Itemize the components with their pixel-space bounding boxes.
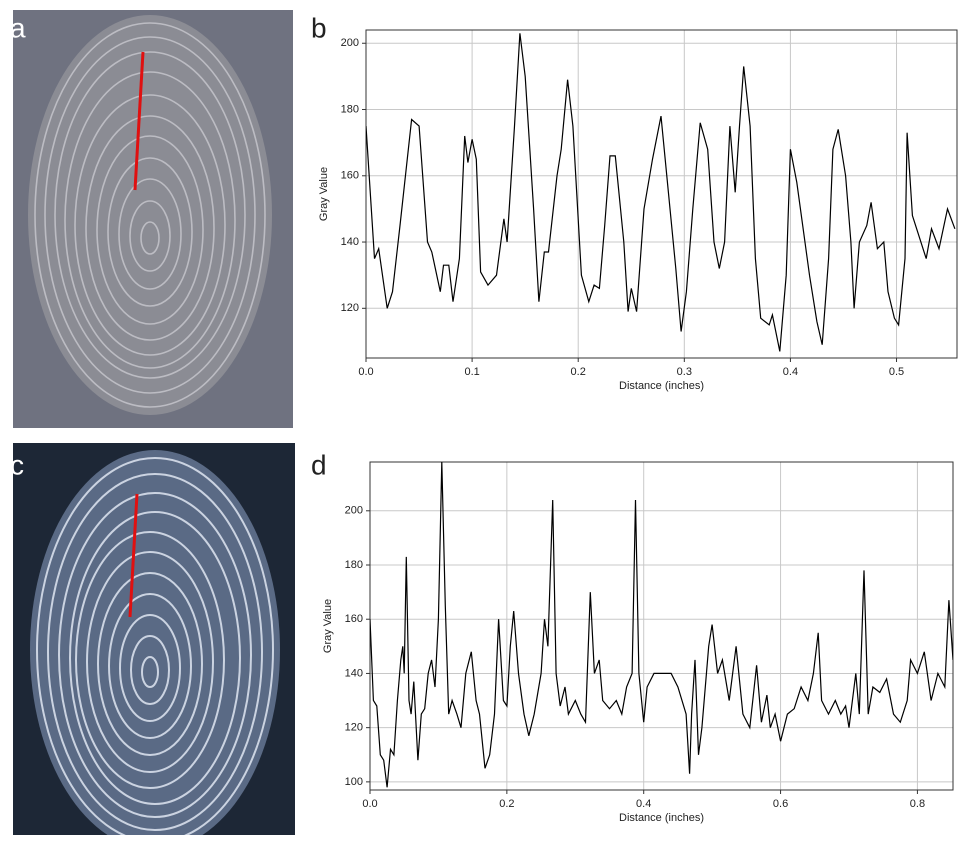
x-tick-label: 0.4 xyxy=(783,366,798,378)
y-tick-label: 140 xyxy=(341,236,359,248)
x-tick-label: 0.5 xyxy=(889,366,904,378)
x-tick-label: 0.1 xyxy=(464,366,479,378)
y-tick-label: 140 xyxy=(345,667,363,679)
fingerprint-photo-c xyxy=(13,443,295,835)
y-tick-label: 180 xyxy=(345,559,363,571)
y-tick-label: 160 xyxy=(345,613,363,625)
panel-label: a xyxy=(10,12,26,43)
panel-label: b xyxy=(311,12,327,43)
x-tick-label: 0.2 xyxy=(571,366,586,378)
x-tick-label: 0.2 xyxy=(499,798,514,810)
data-line xyxy=(370,462,953,788)
fingerprint-photo-a xyxy=(13,10,293,428)
panel-label: c xyxy=(10,449,24,480)
y-axis-label: Gray Value xyxy=(318,167,330,221)
x-tick-label: 0.3 xyxy=(677,366,692,378)
x-tick-label: 0.0 xyxy=(358,366,373,378)
x-tick-label: 0.4 xyxy=(636,798,651,810)
x-axis-label: Distance (inches) xyxy=(619,380,704,392)
y-tick-label: 100 xyxy=(345,776,363,788)
y-tick-label: 200 xyxy=(345,505,363,517)
x-tick-label: 0.8 xyxy=(910,798,925,810)
x-tick-label: 0.0 xyxy=(362,798,377,810)
y-axis-label: Gray Value xyxy=(322,599,334,653)
y-tick-label: 160 xyxy=(341,170,359,182)
x-tick-label: 0.6 xyxy=(773,798,788,810)
plot-area xyxy=(370,462,953,790)
y-tick-label: 180 xyxy=(341,103,359,115)
data-line xyxy=(366,33,956,352)
y-tick-label: 120 xyxy=(341,302,359,314)
y-tick-label: 200 xyxy=(341,37,359,49)
plot-area xyxy=(366,30,957,358)
y-tick-label: 120 xyxy=(345,722,363,734)
panel-label: d xyxy=(311,449,327,480)
x-axis-label: Distance (inches) xyxy=(619,812,704,824)
plot-frame xyxy=(365,29,958,359)
